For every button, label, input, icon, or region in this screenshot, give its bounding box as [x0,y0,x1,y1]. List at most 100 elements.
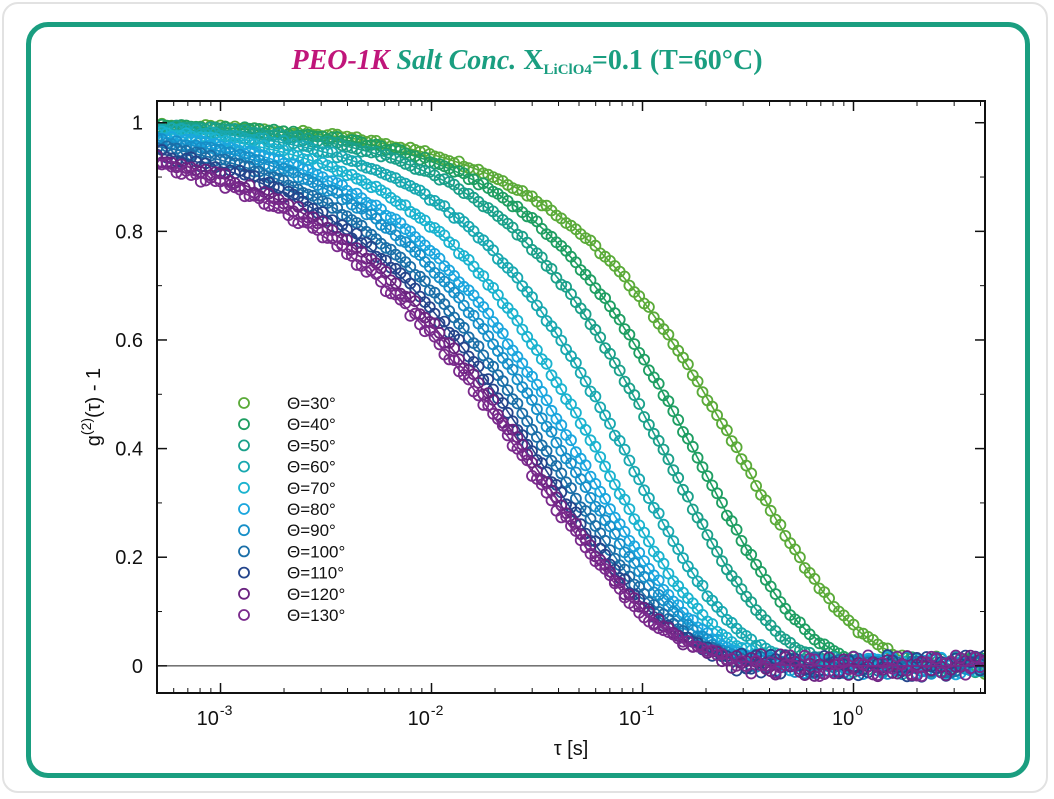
legend-label: Θ=30° [287,394,336,413]
data-point [667,405,680,418]
data-point [584,512,597,525]
legend-label: Θ=120° [287,585,345,604]
data-point [511,271,524,284]
data-point [379,241,392,254]
data-point [555,383,568,396]
data-point [457,321,470,334]
data-point [779,651,792,663]
data-point [808,653,821,666]
data-point [701,645,714,657]
data-point [472,178,485,191]
data-point [672,543,685,555]
data-point [652,434,665,447]
data-point [618,270,631,283]
data-point [628,389,641,402]
data-point [521,415,534,428]
title-x-main: X [523,45,544,76]
data-point [462,173,475,186]
data-point [682,490,694,503]
data-point [935,666,948,679]
data-point [531,431,543,443]
data-point [711,409,723,422]
data-point [521,189,534,202]
data-point [730,523,743,536]
y-tick-label: 0.4 [115,439,143,461]
data-point [272,182,285,194]
data-point [691,451,704,464]
data-point [418,275,431,288]
data-point [472,340,485,353]
data-point [360,208,373,221]
data-point [570,356,582,369]
data-point [379,221,392,234]
data-point [613,364,626,377]
data-point [394,234,407,247]
data-point [594,331,607,344]
series-Θ=130° [157,157,985,682]
data-point [399,297,412,310]
y-axis-label: g(2)(τ) - 1 [78,368,105,446]
title-sample: PEO-1K [291,45,390,76]
data-point [506,363,519,376]
data-point [662,453,675,466]
data-point [643,492,655,505]
data-point [696,386,709,399]
legend-label: Θ=40° [287,415,336,434]
data-point [599,409,611,422]
data-point [326,201,339,214]
data-point [638,570,650,583]
data-point [560,510,572,523]
data-point [633,600,646,613]
data-point [365,162,378,175]
data-point [157,131,163,144]
series-layer [157,117,985,683]
data-point [482,373,495,386]
data-point [662,525,675,538]
data-point [618,493,631,506]
fit-line [157,139,985,667]
data-point [243,137,256,150]
data-point [194,175,207,188]
data-point [321,159,334,172]
data-point [433,198,446,211]
legend-label: Θ=70° [287,479,336,498]
data-point [599,492,611,505]
data-point [570,406,582,419]
data-point [394,175,407,188]
data-point [535,306,548,318]
data-point [331,240,344,253]
y-tick-label: 0.6 [115,330,143,352]
data-point [579,423,592,436]
data-point [511,397,524,410]
data-point [813,637,826,650]
data-point [823,592,835,605]
legend-marker [238,439,250,452]
data-point [613,582,626,595]
data-point [185,169,198,182]
data-point [350,258,363,271]
data-point [643,418,655,431]
data-point [808,573,821,585]
legend-label: Θ=50° [287,436,336,455]
data-point [574,366,587,379]
data-point [482,307,495,320]
title-salt-label: Salt Conc. [396,45,517,76]
legend-marker [238,609,250,621]
data-point [794,551,806,564]
data-point [540,445,553,457]
data-point [389,277,402,290]
x-tick-label: 10-1 [619,702,655,730]
legend-marker [238,587,250,600]
chart-frame [26,22,1030,778]
data-point [716,496,728,509]
data-point [248,170,261,183]
data-point [443,353,456,366]
legend-label: Θ=60° [287,458,336,477]
data-point [423,193,436,206]
data-point [633,473,646,486]
data-point [496,375,509,388]
data-point [682,358,694,371]
data-point [418,325,431,338]
data-point [657,557,670,570]
